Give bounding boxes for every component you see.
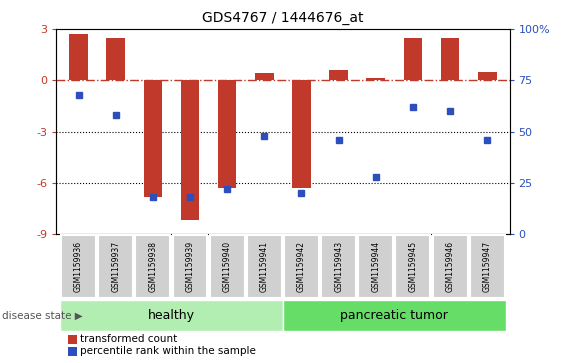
Text: GSM1159940: GSM1159940 — [223, 241, 232, 292]
Bar — [106, 38, 125, 80]
FancyBboxPatch shape — [283, 300, 506, 331]
Text: GSM1159946: GSM1159946 — [445, 241, 454, 292]
FancyBboxPatch shape — [432, 236, 467, 298]
Bar — [404, 38, 422, 80]
Text: GSM1159937: GSM1159937 — [111, 241, 120, 292]
Bar — [218, 80, 236, 188]
Text: disease state ▶: disease state ▶ — [2, 311, 82, 321]
FancyBboxPatch shape — [247, 236, 282, 298]
Text: GSM1159936: GSM1159936 — [74, 241, 83, 292]
Title: GDS4767 / 1444676_at: GDS4767 / 1444676_at — [202, 11, 364, 25]
Bar — [441, 38, 459, 80]
FancyBboxPatch shape — [321, 236, 356, 298]
Text: GSM1159945: GSM1159945 — [408, 241, 417, 292]
Bar — [255, 73, 274, 80]
Bar — [181, 80, 199, 220]
Bar — [329, 70, 348, 80]
FancyBboxPatch shape — [60, 300, 283, 331]
Bar — [144, 80, 162, 196]
Text: pancreatic tumor: pancreatic tumor — [341, 309, 448, 322]
Text: GSM1159938: GSM1159938 — [149, 241, 158, 292]
FancyBboxPatch shape — [395, 236, 430, 298]
Text: GSM1159942: GSM1159942 — [297, 241, 306, 292]
FancyBboxPatch shape — [99, 236, 133, 298]
FancyBboxPatch shape — [136, 236, 171, 298]
Text: percentile rank within the sample: percentile rank within the sample — [80, 346, 256, 356]
FancyBboxPatch shape — [470, 236, 504, 298]
Bar — [367, 78, 385, 80]
Text: GSM1159943: GSM1159943 — [334, 241, 343, 292]
FancyBboxPatch shape — [210, 236, 245, 298]
Text: GSM1159941: GSM1159941 — [260, 241, 269, 292]
Text: GSM1159947: GSM1159947 — [482, 241, 491, 292]
Bar — [292, 80, 311, 188]
Text: GSM1159944: GSM1159944 — [371, 241, 380, 292]
FancyBboxPatch shape — [284, 236, 319, 298]
Text: healthy: healthy — [148, 309, 195, 322]
FancyBboxPatch shape — [173, 236, 208, 298]
Text: GSM1159939: GSM1159939 — [186, 241, 195, 292]
Bar — [478, 72, 497, 80]
Text: transformed count: transformed count — [80, 334, 177, 344]
FancyBboxPatch shape — [61, 236, 96, 298]
FancyBboxPatch shape — [358, 236, 393, 298]
Bar — [69, 34, 88, 80]
